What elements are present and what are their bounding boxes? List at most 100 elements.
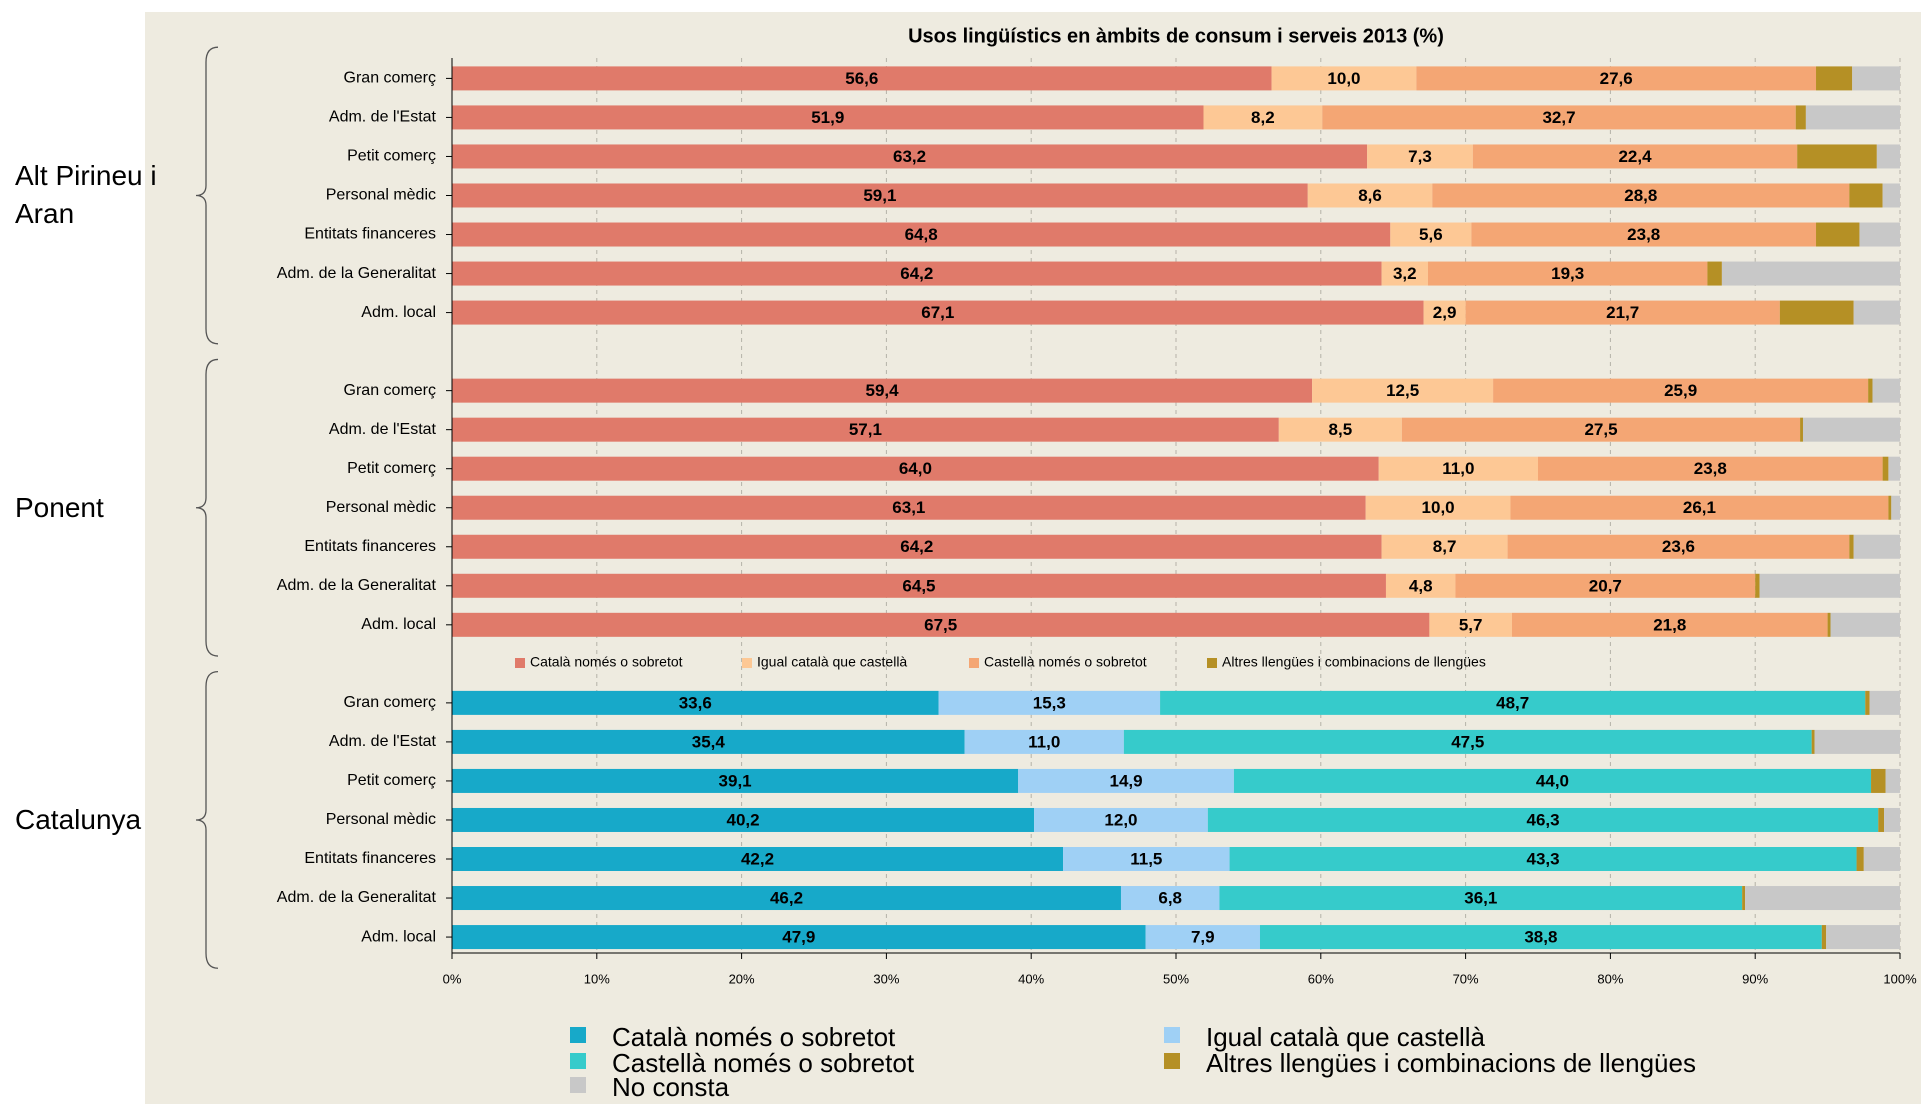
x-tick-label: 0% xyxy=(443,971,462,986)
value-label: 15,3 xyxy=(1033,693,1066,712)
legend-label: Igual català que castellà xyxy=(1206,1022,1486,1052)
value-label: 8,6 xyxy=(1358,186,1382,205)
legend-marker xyxy=(742,658,752,668)
value-label: 32,7 xyxy=(1542,108,1575,127)
bar-segment xyxy=(452,378,1313,403)
bar-segment xyxy=(1416,66,1817,91)
bar-segment xyxy=(1755,573,1760,598)
bar-segment xyxy=(1863,847,1900,871)
bar-segment xyxy=(1401,417,1801,442)
bar-segment xyxy=(1233,768,1872,793)
value-label: 28,8 xyxy=(1624,186,1657,205)
x-tick-label: 30% xyxy=(873,971,899,986)
legend-marker xyxy=(969,658,979,668)
value-label: 67,5 xyxy=(924,615,957,634)
bar-segment xyxy=(938,690,1161,715)
value-label: 43,3 xyxy=(1527,849,1560,868)
bar-segment xyxy=(1802,417,1900,442)
category-label: Adm. local xyxy=(361,928,436,945)
value-label: 64,5 xyxy=(902,576,935,595)
bar-segment xyxy=(1455,573,1756,598)
x-tick-label: 10% xyxy=(584,971,610,986)
x-tick-label: 20% xyxy=(729,971,755,986)
chart-title: Usos lingüístics en àmbits de consum i s… xyxy=(908,25,1444,47)
value-label: 40,2 xyxy=(727,810,760,829)
bar-segment xyxy=(1853,534,1900,559)
x-tick-label: 70% xyxy=(1453,971,1479,986)
value-label: 12,5 xyxy=(1386,381,1419,400)
category-label: Entitats financeres xyxy=(304,850,436,867)
legend-label: Català només o sobretot xyxy=(612,1022,896,1052)
value-label: 22,4 xyxy=(1618,147,1652,166)
bar-segment xyxy=(1759,573,1900,598)
bar-segment xyxy=(452,456,1379,481)
category-label: Petit comerç xyxy=(347,460,436,477)
category-label: Entitats financeres xyxy=(304,538,436,555)
bar-segment xyxy=(1472,144,1798,169)
bar-segment xyxy=(1856,847,1864,871)
value-label: 46,2 xyxy=(770,889,803,908)
value-label: 26,1 xyxy=(1683,498,1716,517)
bar-segment xyxy=(1203,105,1323,130)
bar-segment xyxy=(452,222,1391,247)
value-label: 20,7 xyxy=(1589,576,1622,595)
legend-marker xyxy=(1164,1027,1180,1043)
value-label: 64,2 xyxy=(900,264,933,283)
value-label: 42,2 xyxy=(741,849,774,868)
legend-marker xyxy=(515,658,525,668)
value-label: 25,9 xyxy=(1664,381,1697,400)
x-tick-label: 50% xyxy=(1163,971,1189,986)
value-label: 27,5 xyxy=(1584,420,1617,439)
value-label: 44,0 xyxy=(1536,771,1569,790)
value-label: 35,4 xyxy=(692,732,726,751)
value-label: 7,9 xyxy=(1191,928,1215,947)
bar-segment xyxy=(1872,378,1900,403)
bar-segment xyxy=(1123,729,1812,754)
bar-segment xyxy=(1271,66,1417,91)
bar-segment xyxy=(1367,144,1473,169)
category-label: Entitats financeres xyxy=(304,226,436,243)
bar-segment xyxy=(1871,768,1886,793)
bar-segment xyxy=(1145,925,1260,950)
legend-label: Altres llengües i combinacions de llengü… xyxy=(1222,654,1486,670)
bar-segment xyxy=(452,105,1204,130)
x-tick-label: 80% xyxy=(1597,971,1623,986)
bar-segment xyxy=(1721,261,1900,286)
category-label: Gran comerç xyxy=(344,382,436,399)
value-label: 11,0 xyxy=(1028,732,1060,751)
value-label: 10,0 xyxy=(1422,498,1455,517)
bar-segment xyxy=(1876,144,1900,169)
value-label: 38,8 xyxy=(1524,928,1557,947)
value-label: 14,9 xyxy=(1109,771,1142,790)
bar-segment xyxy=(1707,261,1722,286)
legend-marker xyxy=(570,1053,586,1069)
bar-segment xyxy=(1493,378,1869,403)
legend-label: Castellà només o sobretot xyxy=(984,654,1147,670)
bar-segment xyxy=(1219,886,1743,911)
bar-segment xyxy=(1423,300,1466,325)
value-label: 39,1 xyxy=(719,771,752,790)
value-label: 11,0 xyxy=(1442,459,1474,478)
bar-segment xyxy=(1745,886,1900,911)
value-label: 21,8 xyxy=(1653,615,1686,634)
value-label: 64,0 xyxy=(899,459,932,478)
bar-segment xyxy=(1510,495,1889,520)
bar-segment xyxy=(452,690,939,715)
bar-segment xyxy=(1821,925,1827,950)
bar-segment xyxy=(452,768,1019,793)
bar-segment xyxy=(452,612,1430,637)
bar-segment xyxy=(1365,495,1511,520)
bar-segment xyxy=(452,534,1382,559)
bar-segment xyxy=(1471,222,1817,247)
bar-segment xyxy=(1868,378,1873,403)
value-label: 5,6 xyxy=(1419,225,1443,244)
bar-segment xyxy=(1891,495,1900,520)
bar-segment xyxy=(452,495,1366,520)
legend-marker xyxy=(570,1027,586,1043)
value-label: 59,1 xyxy=(863,186,896,205)
value-label: 51,9 xyxy=(811,108,844,127)
bar-segment xyxy=(452,729,965,754)
bar-segment xyxy=(1816,66,1853,91)
bar-segment xyxy=(1742,886,1746,911)
